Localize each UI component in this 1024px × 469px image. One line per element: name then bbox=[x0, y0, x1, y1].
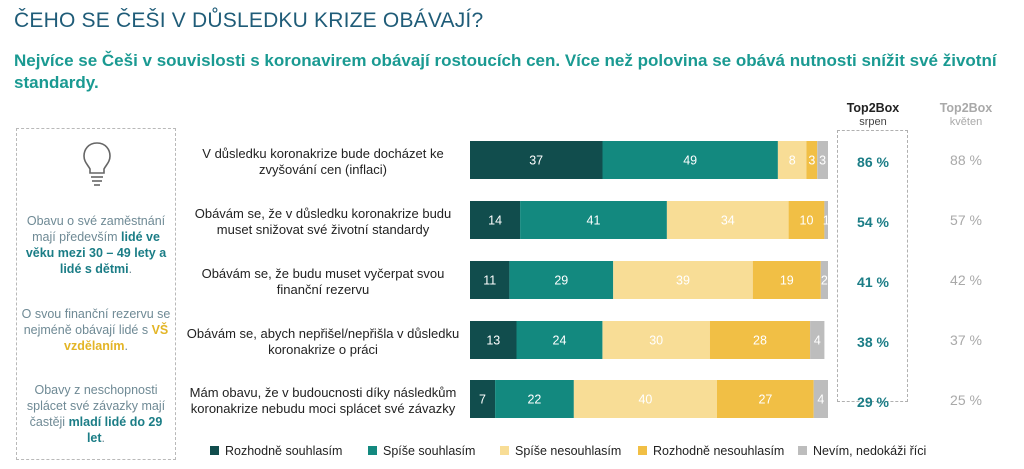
bar-value-label: 4 bbox=[817, 393, 824, 407]
top2box-current-box bbox=[837, 130, 908, 402]
legend-swatch bbox=[368, 446, 377, 455]
legend-label: Rozhodně souhlasím bbox=[225, 444, 343, 458]
top2box-previous-value: 42 % bbox=[950, 272, 982, 288]
top2box-current-value: 29 % bbox=[857, 394, 889, 410]
top2box-current-value: 86 % bbox=[857, 154, 889, 170]
bar-value-label: 7 bbox=[479, 393, 486, 407]
bar-segment bbox=[752, 261, 821, 299]
bar-segment bbox=[810, 321, 825, 359]
category-label: Obávám se, že v důsledku koronakrize bud… bbox=[194, 206, 452, 237]
top2box-previous-period: květen bbox=[949, 116, 983, 128]
bar-segment bbox=[813, 380, 828, 418]
category-label: V důsledku koronakrize bude docházet ke … bbox=[202, 146, 444, 177]
bar-segment bbox=[470, 141, 603, 179]
bar-value-label: 2 bbox=[821, 274, 828, 288]
top2box-previous-value: 57 % bbox=[950, 212, 982, 228]
legend-item: Spíše nesouhlasím bbox=[500, 444, 621, 458]
bar-value-label: 11 bbox=[483, 274, 496, 288]
legend-label: Rozhodně nesouhlasím bbox=[653, 444, 785, 458]
bar-value-label: 28 bbox=[753, 334, 767, 348]
top2box-current-period: srpen bbox=[859, 116, 887, 128]
legend-label: Spíše nesouhlasím bbox=[515, 444, 622, 458]
bar-segment bbox=[709, 321, 811, 359]
top2box-current-value: 54 % bbox=[857, 214, 889, 230]
legend-item: Rozhodně souhlasím bbox=[210, 444, 342, 458]
bar-value-label: 8 bbox=[789, 154, 796, 168]
bar-value-label: 19 bbox=[780, 274, 794, 288]
top2box-current-value: 38 % bbox=[857, 334, 889, 350]
bar-value-label: 3 bbox=[808, 154, 815, 168]
bar-segment bbox=[824, 201, 828, 239]
bar-value-label: 22 bbox=[527, 393, 541, 407]
bar-segment bbox=[470, 380, 496, 418]
legend-swatch bbox=[210, 446, 219, 455]
lightbulb-icon bbox=[83, 142, 111, 186]
insight-employment: Obavu o své zaměstnání mají především li… bbox=[25, 214, 167, 276]
bar-segment bbox=[717, 380, 814, 418]
bar-value-label: 3 bbox=[819, 154, 826, 168]
category-label: Obávám se, že budu muset vyčerpat svou f… bbox=[201, 266, 445, 297]
bar-segment bbox=[495, 380, 574, 418]
bar-value-label: 37 bbox=[529, 154, 543, 168]
bar-value-label: 14 bbox=[488, 214, 502, 228]
bar-segment bbox=[516, 321, 603, 359]
top2box-previous-value: 37 % bbox=[950, 332, 982, 348]
bar-value-label: 1 bbox=[823, 214, 830, 228]
top2box-previous-value: 88 % bbox=[950, 152, 982, 168]
legend-item: Nevím, nedokáži říci bbox=[798, 444, 926, 458]
legend-label: Nevím, nedokáži říci bbox=[813, 444, 927, 458]
bar-value-label: 39 bbox=[676, 274, 690, 288]
bar-value-label: 24 bbox=[553, 334, 567, 348]
bar-value-label: 10 bbox=[800, 214, 814, 228]
bar-segment bbox=[470, 201, 521, 239]
bar-segment bbox=[470, 261, 510, 299]
insight-debts: Obavy z neschopnosti splácet své závazky… bbox=[26, 383, 166, 445]
bar-value-label: 27 bbox=[758, 393, 772, 407]
bar-segment bbox=[806, 141, 818, 179]
bar-value-label: 29 bbox=[554, 274, 568, 288]
legend-swatch bbox=[500, 446, 509, 455]
top2box-previous-value: 25 % bbox=[950, 392, 982, 408]
page-title: ČEHO SE ČEŠI V DŮSLEDKU KRIZE OBÁVAJÍ? bbox=[14, 9, 484, 32]
bar-segment bbox=[602, 321, 710, 359]
legend-swatch bbox=[798, 446, 807, 455]
bar-segment bbox=[788, 201, 825, 239]
category-label: Obávám se, abych nepřišel/nepřišla v důs… bbox=[186, 326, 460, 357]
legend-swatch bbox=[638, 446, 647, 455]
top2box-previous-header: Top2Box bbox=[939, 101, 993, 115]
bar-segment bbox=[470, 321, 517, 359]
category-label: Mám obavu, že v budoucnosti díky následk… bbox=[189, 385, 457, 416]
insights-box: Obavu o své zaměstnání mají především li… bbox=[16, 128, 176, 460]
bar-value-label: 40 bbox=[638, 393, 652, 407]
bar-segment bbox=[520, 201, 667, 239]
bar-value-label: 34 bbox=[721, 214, 735, 228]
bar-segment bbox=[817, 141, 828, 179]
bar-segment bbox=[613, 261, 753, 299]
legend-label: Spíše souhlasím bbox=[383, 444, 476, 458]
bar-value-label: 13 bbox=[486, 334, 500, 348]
bar-value-label: 30 bbox=[649, 334, 663, 348]
bar-segment bbox=[666, 201, 789, 239]
legend-item: Spíše souhlasím bbox=[368, 444, 475, 458]
bar-segment bbox=[602, 141, 778, 179]
legend-item: Rozhodně nesouhlasím bbox=[638, 444, 784, 458]
top2box-current-header: Top2Box bbox=[846, 101, 900, 115]
bar-segment bbox=[509, 261, 614, 299]
bar-value-label: 49 bbox=[683, 154, 697, 168]
page-subtitle: Nejvíce se Češi v souvislosti s koronavi… bbox=[14, 51, 997, 92]
bar-value-label: 41 bbox=[587, 214, 601, 228]
bar-segment bbox=[777, 141, 807, 179]
bar-segment bbox=[573, 380, 717, 418]
insight-reserve: O svou finanční rezervu se nejméně obáva… bbox=[21, 307, 171, 353]
bar-segment bbox=[820, 261, 828, 299]
top2box-current-value: 41 % bbox=[857, 274, 889, 290]
bar-value-label: 4 bbox=[814, 334, 821, 348]
